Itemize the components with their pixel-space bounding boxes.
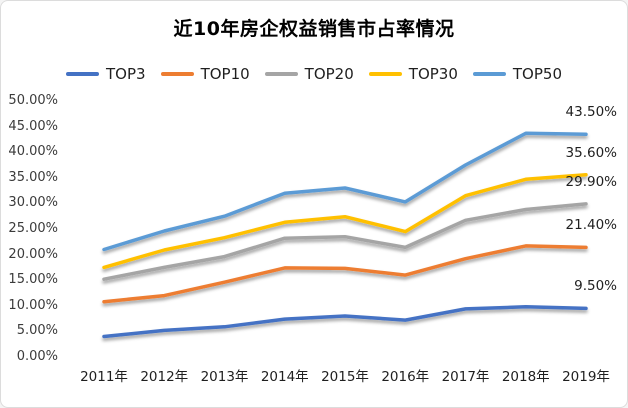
- chart-legend: TOP3 TOP10 TOP20 TOP30 TOP50: [1, 64, 627, 84]
- legend-label: TOP20: [304, 65, 354, 83]
- legend-swatch-top10: [160, 71, 194, 77]
- legend-label: TOP50: [512, 65, 562, 83]
- y-axis-tick-label: 35.00%: [8, 169, 58, 185]
- x-axis-tick-label: 2014年: [260, 369, 309, 385]
- y-axis-tick-label: 45.00%: [8, 118, 58, 134]
- data-label-top30: 35.60%: [565, 144, 617, 161]
- y-axis-tick-label: 0.00%: [16, 349, 58, 364]
- series-line-top30: [102, 172, 588, 270]
- chart-title: 近10年房企权益销售市占率情况: [173, 18, 455, 40]
- data-label-top50: 43.50%: [565, 104, 617, 121]
- y-axis-tick-label: 15.00%: [8, 272, 58, 288]
- x-axis-tick-label: 2015年: [321, 369, 369, 385]
- series-line-top10: [102, 244, 588, 304]
- x-axis-tick-label: 2017年: [441, 369, 490, 385]
- y-axis-tick-label: 5.00%: [16, 323, 58, 339]
- legend-swatch-top50: [472, 71, 506, 77]
- y-axis-tick-label: 25.00%: [8, 221, 58, 236]
- x-axis-tick-label: 2018年: [501, 369, 550, 385]
- x-axis-tick-label: 2011年: [80, 369, 128, 385]
- legend-item-top50: TOP50: [472, 65, 562, 83]
- data-label-top10: 21.40%: [565, 217, 617, 234]
- series-line-top50: [102, 131, 588, 252]
- y-axis-tick-label: 20.00%: [8, 246, 58, 262]
- legend-swatch-top30: [368, 71, 402, 77]
- legend-swatch-top20: [264, 71, 298, 77]
- series-line-top3: [102, 305, 588, 339]
- y-axis-tick-label: 50.00%: [8, 93, 58, 108]
- legend-label: TOP30: [408, 65, 458, 83]
- x-axis-tick-label: 2012年: [140, 369, 189, 385]
- legend-item-top20: TOP20: [264, 65, 354, 83]
- data-label-top3: 9.50%: [574, 278, 617, 295]
- legend-swatch-top3: [66, 71, 99, 77]
- legend-item-top3: TOP3: [66, 65, 146, 83]
- x-axis-tick-label: 2016年: [381, 369, 430, 385]
- legend-item-top10: TOP10: [160, 65, 250, 83]
- y-axis-tick-label: 40.00%: [8, 144, 58, 160]
- data-label-top20: 29.90%: [565, 173, 617, 190]
- y-axis-tick-label: 30.00%: [8, 195, 58, 211]
- legend-item-top30: TOP30: [368, 65, 458, 83]
- x-axis-tick-label: 2019年: [562, 369, 610, 385]
- x-axis-tick-label: 2013年: [200, 369, 249, 385]
- legend-label: TOP10: [200, 65, 250, 83]
- legend-label: TOP3: [106, 65, 146, 83]
- y-axis-tick-label: 10.00%: [8, 297, 58, 313]
- series-line-top20: [102, 202, 588, 281]
